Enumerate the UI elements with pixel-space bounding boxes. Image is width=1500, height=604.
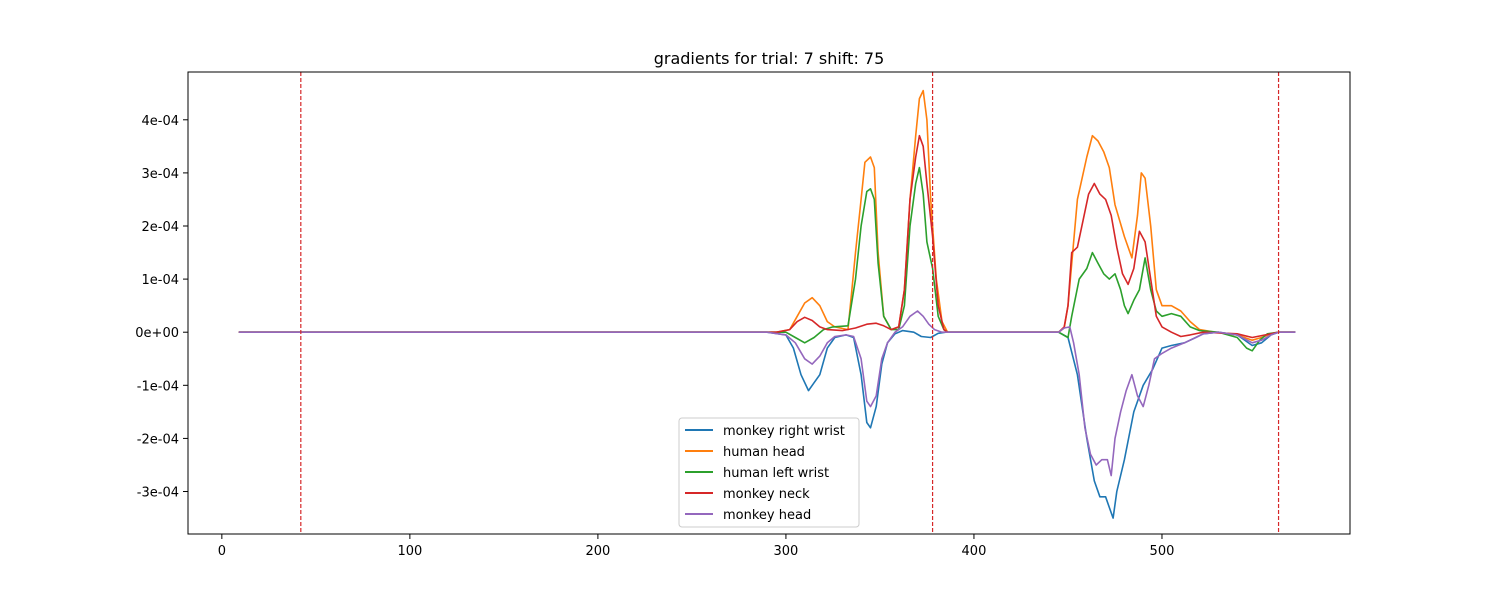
y-tick-label-6: 3e-04 xyxy=(141,167,179,182)
series-line-3 xyxy=(238,134,1296,339)
series-line-4 xyxy=(238,310,1296,477)
x-tick-label-0: 0 xyxy=(218,544,226,559)
y-axis: -3e-04 -2e-04 -1e-04 0e+00 1e-04 2e-04 3e-04 4e… xyxy=(135,114,188,501)
y-tick-label-4: 1e-04 xyxy=(141,273,179,288)
y-tick-label-2: -1e-04 xyxy=(137,379,179,394)
y-tick-label-5: 2e-04 xyxy=(141,220,179,235)
x-axis: 0 100 200 300 400 500 xyxy=(218,534,1175,559)
legend-label-3: monkey neck xyxy=(723,487,810,502)
series-line-2 xyxy=(238,166,1296,352)
chart-title: gradients for trial: 7 shift: 75 xyxy=(654,49,885,68)
legend-box xyxy=(678,417,860,528)
y-tick-label-7: 4e-04 xyxy=(141,114,179,129)
legend-label-0: monkey right wrist xyxy=(723,424,845,439)
x-tick-label-5: 500 xyxy=(1150,544,1175,559)
series-line-1 xyxy=(238,89,1296,341)
legend-label-4: monkey head xyxy=(723,508,811,523)
y-tick-label-1: -2e-04 xyxy=(137,432,179,447)
y-tick-label-3: 0e+00 xyxy=(135,326,179,341)
y-tick-label-0: -3e-04 xyxy=(137,486,179,501)
legend: monkey right wrist human head human left w… xyxy=(678,417,860,528)
legend-label-2: human left wrist xyxy=(723,466,829,481)
x-tick-label-4: 400 xyxy=(962,544,987,559)
x-tick-label-1: 100 xyxy=(397,544,422,559)
legend-label-1: human head xyxy=(723,445,805,460)
plot-area xyxy=(187,71,1351,535)
x-tick-label-3: 300 xyxy=(774,544,799,559)
plot-frame xyxy=(187,71,1351,535)
x-tick-label-2: 200 xyxy=(585,544,610,559)
